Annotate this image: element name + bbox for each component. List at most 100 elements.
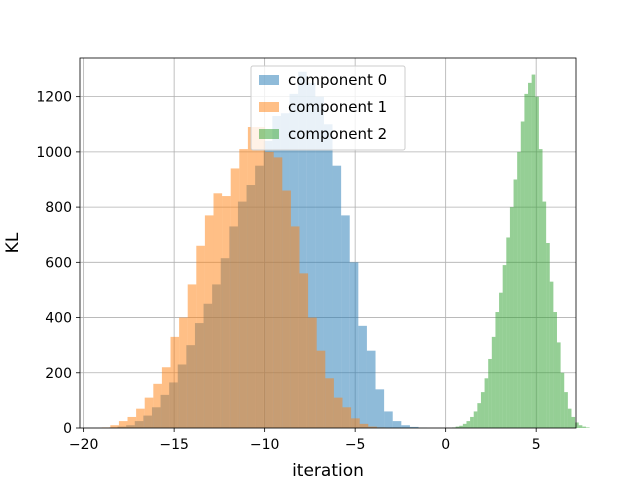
histogram-bar [491, 336, 496, 428]
histogram-bar [239, 149, 248, 429]
legend-label: component 1 [288, 98, 387, 116]
histogram-bar [513, 179, 518, 428]
histogram-bar [222, 196, 231, 428]
histogram-bar [528, 82, 532, 429]
histogram-bar [582, 426, 586, 428]
histogram-bar [470, 416, 474, 428]
legend-label: component 0 [288, 71, 387, 89]
histogram-bar [495, 312, 500, 428]
histogram-bar [401, 425, 410, 428]
plot-frame [79, 57, 577, 429]
histogram-bar [477, 403, 481, 428]
histogram-bar [351, 418, 360, 428]
series-2-bars [452, 74, 590, 429]
histogram-bar [315, 96, 324, 429]
y-tick-label: 1200 [36, 90, 72, 106]
histogram-bar [567, 408, 572, 428]
histogram-bar [575, 422, 579, 428]
histogram-bar [524, 93, 529, 429]
histogram-bar [462, 423, 467, 428]
histogram-bar [564, 392, 568, 428]
histogram-bar [265, 151, 274, 428]
histogram-bar [488, 358, 492, 428]
histogram-bar [153, 383, 162, 428]
histogram-bar [323, 124, 333, 429]
histogram-bar [110, 425, 119, 428]
x-tick-label: −15 [159, 437, 189, 453]
histogram-bar [538, 149, 543, 429]
histogram-bar [127, 416, 137, 428]
histogram-bar [384, 411, 393, 428]
legend-box [250, 65, 406, 151]
histogram-bar [341, 215, 350, 428]
histogram-bar [136, 408, 145, 428]
histogram-bar [349, 262, 359, 428]
series-1-bars [101, 127, 386, 429]
histogram-bar [230, 168, 240, 428]
x-tick-label: −10 [250, 437, 280, 453]
histogram-bar [502, 265, 507, 428]
y-tick-label: 200 [45, 366, 72, 382]
histogram-bar [409, 426, 419, 428]
histogram-bar [455, 426, 460, 428]
histogram-bar [333, 397, 343, 428]
y-tick-label: 400 [45, 311, 72, 327]
histogram-bar [256, 127, 266, 429]
axis-ticks: −20 −15 −10 −5 0 5 0 200 400 600 800 1000 1200 [36, 90, 540, 453]
y-axis-label: KL [3, 232, 23, 253]
histogram-bar [480, 392, 485, 428]
histogram-bar [299, 273, 309, 428]
histogram-bar [571, 416, 576, 428]
histogram-bar [342, 407, 352, 428]
histogram-bar [118, 421, 128, 428]
histogram-bar [306, 82, 316, 429]
histogram-bar [517, 151, 521, 428]
histogram-bar [204, 215, 214, 428]
histogram-bar [556, 342, 561, 428]
histogram-bar [560, 372, 565, 428]
histogram-bar [247, 127, 257, 429]
histogram-bar [213, 193, 223, 428]
histogram-bar [578, 425, 583, 428]
histogram-bar [368, 426, 377, 428]
histogram-bar [499, 292, 503, 428]
histogram-bar [509, 207, 514, 428]
x-tick-label: −5 [345, 437, 366, 453]
y-tick-label: 800 [45, 200, 72, 216]
histogram-bar [546, 243, 550, 428]
x-tick-label: 0 [441, 437, 450, 453]
histogram-bar [273, 157, 283, 428]
histogram-bar [553, 312, 557, 428]
legend: component 0 component 1 component 2 [250, 65, 406, 151]
histogram-bar [332, 165, 342, 428]
histogram-bar [473, 411, 478, 428]
histogram-bar [170, 336, 180, 428]
histogram-bar [459, 425, 463, 428]
x-axis-label: iteration [292, 461, 364, 480]
histogram-bar [298, 71, 307, 428]
histogram-bar [161, 367, 171, 428]
histogram-bars [101, 71, 590, 429]
x-tick-label: −20 [69, 437, 99, 453]
histogram-bar [325, 378, 334, 428]
histogram-bar [308, 317, 317, 428]
histogram-bar [531, 74, 536, 428]
y-tick-label: 1000 [36, 145, 72, 161]
legend-swatch [259, 129, 279, 139]
histogram-bar [359, 423, 369, 428]
histogram-bar [187, 284, 197, 428]
histogram-bar [358, 325, 367, 428]
y-tick-label: 600 [45, 255, 72, 271]
histogram-bar [316, 350, 326, 428]
legend-label: component 2 [288, 125, 387, 143]
legend-swatch [259, 75, 279, 85]
histogram-bar [520, 121, 525, 429]
histogram-bar [392, 421, 402, 428]
x-tick-label: 5 [532, 437, 541, 453]
histogram-bar [375, 389, 385, 428]
histogram-bar [549, 281, 554, 428]
histogram-bar [290, 226, 300, 428]
histogram-bar [282, 190, 291, 428]
y-tick-label: 0 [63, 421, 72, 437]
